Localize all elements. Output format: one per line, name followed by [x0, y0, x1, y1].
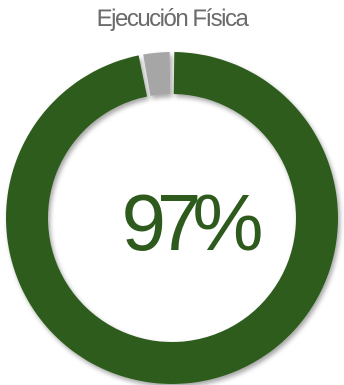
- chart-title: Ejecución Física: [96, 5, 249, 32]
- center-value-label: 97%: [121, 178, 261, 267]
- slice-remaining: [143, 52, 171, 96]
